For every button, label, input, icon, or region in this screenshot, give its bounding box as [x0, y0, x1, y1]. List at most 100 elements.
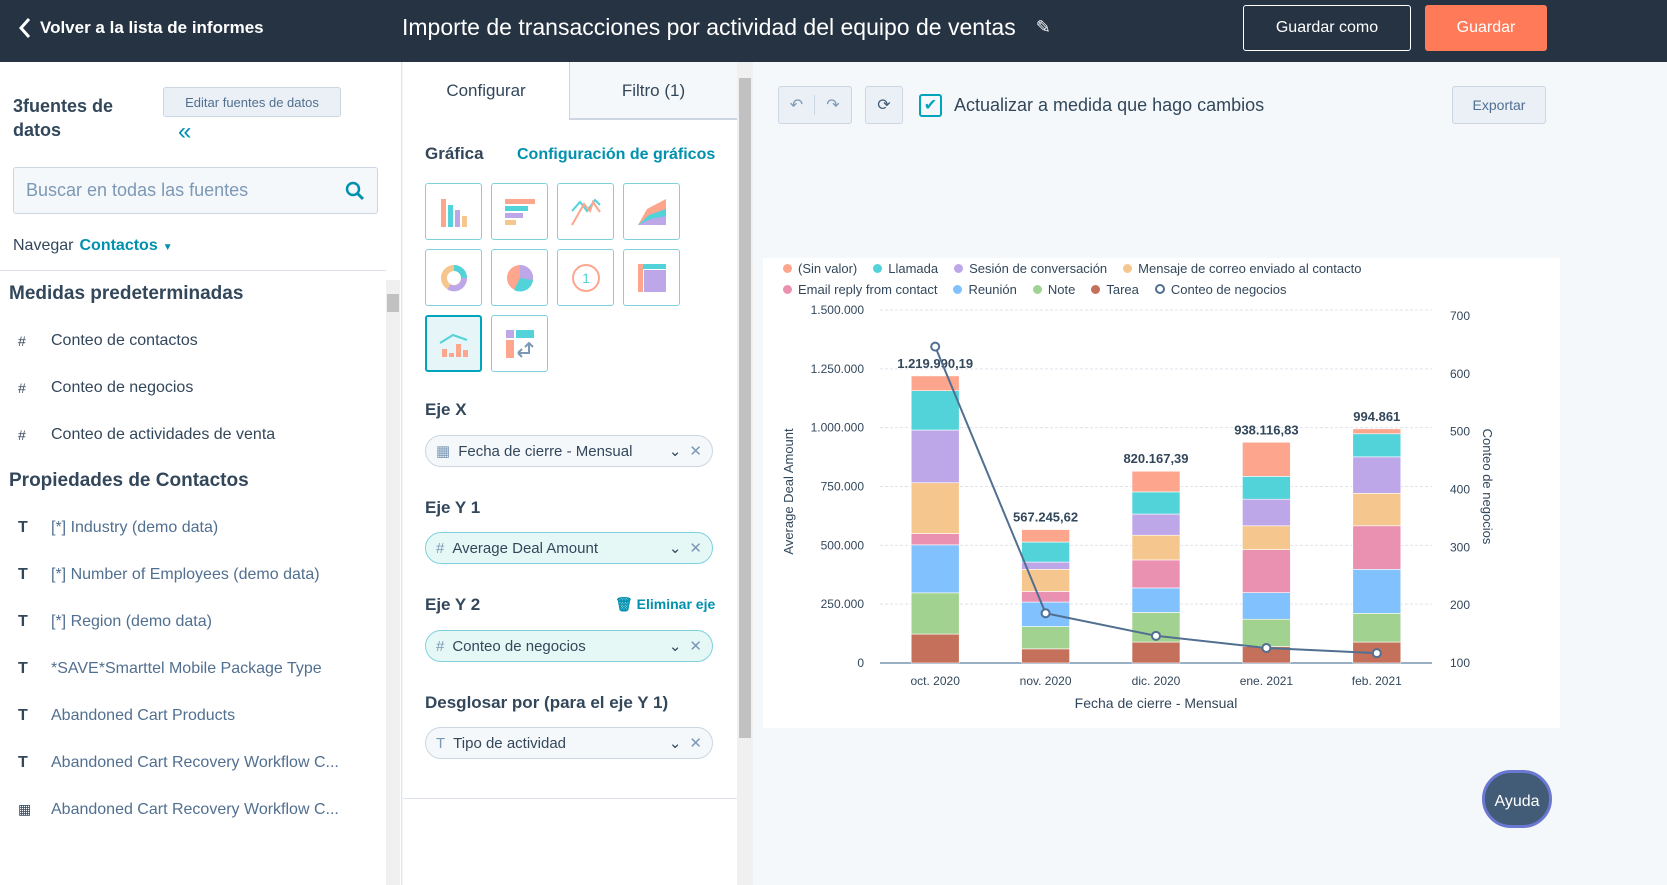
tab-configure[interactable]: Configurar: [446, 81, 526, 100]
collapse-icon[interactable]: «: [178, 118, 192, 145]
legend-item[interactable]: Reunión: [953, 282, 1017, 297]
property-item[interactable]: # Conteo de negocios: [0, 364, 386, 411]
legend-item[interactable]: Tarea: [1091, 282, 1139, 297]
caret-down-icon[interactable]: ▼: [162, 242, 173, 253]
bar-segment: [910, 633, 960, 664]
nav-dropdown[interactable]: Contactos: [79, 237, 158, 254]
chart-type-pie[interactable]: [491, 249, 548, 306]
chart-type-line[interactable]: [557, 183, 614, 240]
redo-icon[interactable]: ↷: [826, 97, 840, 114]
y-axis-title: Average Deal Amount: [781, 428, 796, 555]
legend-swatch: [1123, 264, 1133, 273]
pencil-icon[interactable]: ✎: [1035, 17, 1051, 37]
report-title[interactable]: Importe de transacciones por actividad d…: [402, 14, 1016, 40]
svg-text:1: 1: [582, 270, 590, 286]
property-item[interactable]: # Conteo de contactos: [0, 317, 386, 364]
property-item[interactable]: T *SAVE*Smarttel Mobile Package Type: [0, 645, 386, 692]
number-icon: #: [18, 426, 26, 443]
remove-icon[interactable]: ✕: [689, 540, 702, 557]
total-label: 994.861: [1353, 409, 1400, 424]
refresh-button[interactable]: ⟳: [865, 86, 903, 124]
help-button[interactable]: Ayuda: [1482, 770, 1552, 828]
legend-swatch: [954, 264, 964, 273]
back-link[interactable]: Volver a la lista de informes: [18, 17, 264, 39]
line-chart-icon: [570, 197, 601, 225]
line-point: [1151, 630, 1161, 641]
property-item[interactable]: T [*] Number of Employees (demo data): [0, 551, 386, 598]
search-input[interactable]: Buscar en todas las fuentes: [13, 167, 378, 214]
legend-item[interactable]: Email reply from contact: [783, 282, 937, 297]
property-item[interactable]: T Abandoned Cart Recovery Workflow C...: [0, 739, 386, 786]
save-button[interactable]: Guardar: [1425, 5, 1547, 51]
bar-segment: [1021, 648, 1070, 664]
scrollbar[interactable]: [386, 280, 400, 885]
checkbox-checked-icon[interactable]: ✔: [919, 94, 942, 117]
property-item[interactable]: T [*] Region (demo data): [0, 598, 386, 645]
property-item[interactable]: ▦ Abandoned Cart Recovery Workflow C...: [0, 786, 386, 833]
scrollbar-thumb[interactable]: [387, 294, 399, 312]
legend-item[interactable]: (Sin valor): [783, 261, 857, 276]
save-as-button[interactable]: Guardar como: [1243, 5, 1411, 51]
chevron-down-icon[interactable]: ⌄: [668, 735, 682, 752]
edit-sources-button[interactable]: Editar fuentes de datos: [163, 87, 341, 117]
scrollbar-thumb[interactable]: [739, 78, 751, 738]
chart-type-bar[interactable]: [491, 183, 548, 240]
chart-settings-link[interactable]: Configuración de gráficos: [517, 146, 716, 163]
legend-label: (Sin valor): [798, 261, 858, 276]
chart-type-table[interactable]: [623, 249, 680, 306]
legend-item[interactable]: Conteo de negocios: [1154, 282, 1287, 297]
legend-swatch: [1091, 285, 1101, 294]
remove-icon[interactable]: ✕: [689, 638, 702, 655]
y2-axis-select[interactable]: # Conteo de negocios ⌄ ✕: [425, 630, 713, 662]
x-axis-value: Fecha de cierre - Mensual: [458, 442, 633, 460]
legend-label: Note: [1047, 282, 1076, 297]
chevron-down-icon[interactable]: ⌄: [668, 540, 682, 557]
legend-item[interactable]: Sesión de conversación: [954, 261, 1107, 276]
chart-type-kpi[interactable]: 1: [557, 249, 614, 306]
chart-type-pivot[interactable]: [491, 315, 548, 372]
total-label: 938.116,83: [1234, 422, 1298, 437]
combo-chart: 0 250.000 500.000 750.000 1.000.000 1.250.000…: [781, 303, 1495, 711]
chart-type-column[interactable]: [425, 183, 482, 240]
column-chart-icon: [440, 198, 467, 227]
legend-item[interactable]: Mensaje de correo enviado al contacto: [1123, 261, 1361, 276]
scrollbar[interactable]: [737, 62, 753, 885]
bar-segment: [1131, 534, 1181, 561]
x-tick-label: ene. 2021: [1240, 674, 1294, 688]
calendar-icon: ▦: [436, 443, 451, 460]
search-icon[interactable]: [345, 181, 365, 201]
chevron-down-icon[interactable]: ⌄: [668, 638, 682, 655]
property-item[interactable]: T Abandoned Cart Products: [0, 692, 386, 739]
bar-segment: [1242, 498, 1291, 527]
tab-filter[interactable]: Filtro (1): [569, 62, 737, 120]
chart-type-combo[interactable]: [425, 315, 482, 372]
auto-update-toggle[interactable]: ✔ Actualizar a medida que hago cambios: [919, 94, 1264, 117]
y2-tick-label: 700: [1450, 309, 1470, 323]
x-axis-label: Eje X: [425, 400, 467, 419]
navigate: Navegar Contactos ▼: [13, 237, 173, 255]
bar-segment: [1352, 569, 1402, 614]
legend-item[interactable]: Llamada: [873, 261, 938, 276]
chart-type-donut[interactable]: [425, 249, 482, 306]
bar-segment: [1242, 476, 1291, 500]
text-icon: T: [18, 659, 28, 677]
undo-icon[interactable]: ↶: [779, 95, 815, 115]
remove-icon[interactable]: ✕: [689, 735, 702, 752]
property-item[interactable]: T [*] Industry (demo data): [0, 504, 386, 551]
remove-axis-link[interactable]: 🗑 Eliminar eje: [615, 596, 715, 613]
y-tick-label: 1.000.000: [811, 421, 865, 435]
x-axis-select[interactable]: ▦ Fecha de cierre - Mensual ⌄ ✕: [425, 435, 713, 467]
legend-label: Llamada: [888, 261, 939, 276]
chevron-down-icon[interactable]: ⌄: [668, 443, 682, 460]
breakdown-select[interactable]: T Tipo de actividad ⌄ ✕: [425, 727, 713, 759]
y1-axis-select[interactable]: # Average Deal Amount ⌄ ✕: [425, 532, 713, 564]
chart-type-area[interactable]: [623, 183, 680, 240]
search-placeholder: Buscar en todas las fuentes: [26, 180, 249, 200]
remove-icon[interactable]: ✕: [689, 443, 702, 460]
bar-segment: [1131, 587, 1181, 613]
legend-item[interactable]: Note: [1032, 282, 1076, 297]
pivot-table-icon: [505, 329, 534, 358]
chart-type-grid: 1: [425, 183, 680, 372]
property-item[interactable]: # Conteo de actividades de venta: [0, 411, 386, 458]
export-button[interactable]: Exportar: [1452, 86, 1546, 124]
